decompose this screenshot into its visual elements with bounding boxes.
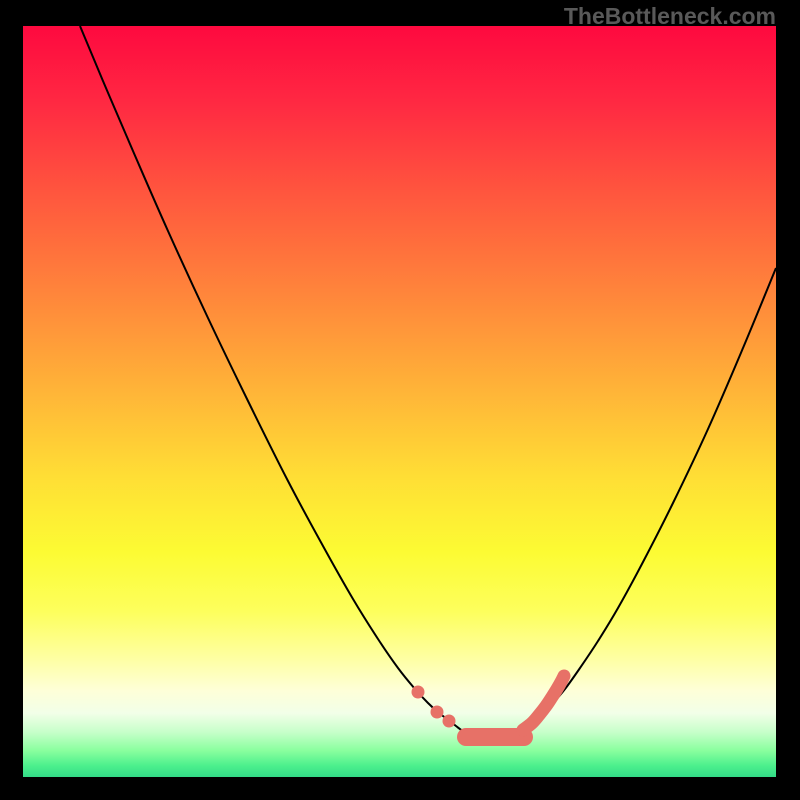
curve-marker-dot [431,706,444,719]
curve-layer [23,26,776,777]
curve-marker-right-smear [523,676,564,730]
watermark-text: TheBottleneck.com [564,3,776,30]
curve-marker-dot [443,715,456,728]
chart-stage: TheBottleneck.com [0,0,800,800]
bottleneck-curve-left [80,26,485,737]
bottleneck-curve-right [501,268,776,737]
chart-frame [23,26,776,777]
curve-marker-dot [412,686,425,699]
curve-markers [412,676,565,746]
